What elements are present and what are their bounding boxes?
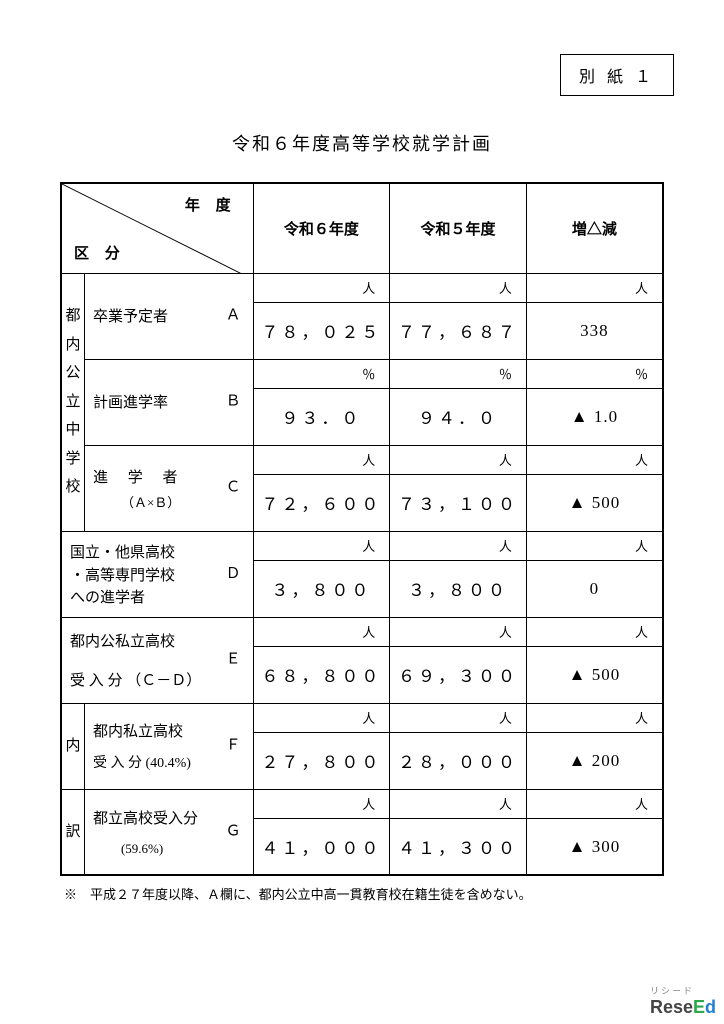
unit: 人 — [526, 445, 663, 475]
unit: ％ — [253, 359, 390, 389]
row-code: Ｃ — [226, 475, 241, 501]
val-r5: ７７，６８７ — [390, 303, 527, 359]
label-text: 進 学 者 — [93, 466, 186, 492]
unit: 人 — [390, 703, 527, 733]
unit: 人 — [526, 789, 663, 819]
vertical-category-2a: 内 — [61, 703, 84, 789]
logo-part1: Rese — [650, 997, 693, 1017]
val-r6: ９３．０ — [253, 389, 390, 445]
header-category-label: 区 分 — [74, 242, 126, 263]
val-diff: ▲ 300 — [526, 819, 663, 875]
plan-table: 年 度 区 分 令和６年度 令和５年度 増△減 都内公立中学校 卒業予定者 Ａ … — [60, 182, 664, 876]
unit: 人 — [253, 789, 390, 819]
unit: 人 — [390, 531, 527, 561]
label-text: 都立高校受入分 — [93, 807, 198, 833]
watermark-logo: リシード ReseEd — [650, 986, 716, 1018]
attachment-label: 別 紙 １ — [560, 54, 674, 96]
col-header-r5: 令和５年度 — [390, 183, 527, 273]
unit: 人 — [253, 445, 390, 475]
label-text: 計画進学率 — [93, 391, 168, 417]
val-diff: ▲ 500 — [526, 647, 663, 703]
val-r5: ３，８００ — [390, 561, 527, 617]
vertical-category-1: 都内公立中学校 — [61, 273, 84, 531]
logo-sub: リシード — [650, 984, 716, 997]
row-code: Ｅ — [226, 647, 241, 673]
col-header-diff: 増△減 — [526, 183, 663, 273]
unit: 人 — [526, 273, 663, 303]
row-code: Ｄ — [226, 563, 241, 586]
unit: 人 — [526, 617, 663, 647]
row-code: Ｂ — [226, 389, 241, 415]
val-r6: ７２，６００ — [253, 475, 390, 531]
unit: 人 — [253, 273, 390, 303]
val-diff: ▲ 1.0 — [526, 389, 663, 445]
unit: 人 — [526, 703, 663, 733]
val-r5: ４１，３００ — [390, 819, 527, 875]
label-text: 都内私立高校 — [93, 720, 183, 746]
unit: 人 — [253, 703, 390, 733]
val-diff: ▲ 200 — [526, 733, 663, 789]
unit: 人 — [390, 617, 527, 647]
unit: 人 — [390, 273, 527, 303]
unit: ％ — [390, 359, 527, 389]
unit: 人 — [526, 531, 663, 561]
col-header-r6: 令和６年度 — [253, 183, 390, 273]
val-r6: ３，８００ — [253, 561, 390, 617]
unit: 人 — [253, 617, 390, 647]
val-diff: 0 — [526, 561, 663, 617]
document-page: 別 紙 １ 令和６年度高等学校就学計画 年 度 区 分 令和６年度 令和５年度 … — [0, 0, 724, 923]
val-r6: ４１，０００ — [253, 819, 390, 875]
label-text: 卒業予定者 — [93, 305, 168, 331]
val-r5: ６９，３００ — [390, 647, 527, 703]
val-r5: ７３，１００ — [390, 475, 527, 531]
row-label-c: 進 学 者 Ｃ （Ａ×Ｂ） — [84, 445, 253, 531]
row-code: Ｆ — [226, 733, 241, 759]
unit: 人 — [390, 445, 527, 475]
header-diagonal: 年 度 区 分 — [61, 183, 253, 273]
val-r6: ６８，８００ — [253, 647, 390, 703]
label-sub: 受 入 分 （Ｃ－Ｄ） — [70, 669, 245, 695]
label-text: 都内公私立高校 — [70, 630, 175, 656]
header-year-label: 年 度 — [185, 194, 237, 215]
val-r5: ２８，０００ — [390, 733, 527, 789]
unit: 人 — [253, 531, 390, 561]
unit: ％ — [526, 359, 663, 389]
val-r6: ２７，８００ — [253, 733, 390, 789]
row-label-b: 計画進学率 Ｂ — [84, 359, 253, 445]
row-label-g: 都立高校受入分 Ｇ (59.6%) — [84, 789, 253, 875]
row-label-d: 国立・他県高校・高等専門学校への進学者 Ｄ — [61, 531, 253, 617]
label-text: 国立・他県高校・高等専門学校への進学者 — [70, 542, 175, 610]
row-label-f: 都内私立高校 Ｆ 受 入 分 (40.4%) — [84, 703, 253, 789]
val-r6: ７８，０２５ — [253, 303, 390, 359]
page-title: 令和６年度高等学校就学計画 — [60, 130, 664, 156]
footnote: ※ 平成２７年度以降、Ａ欄に、都内公立中高一貫教育校在籍生徒を含めない。 — [60, 884, 664, 903]
val-diff: 338 — [526, 303, 663, 359]
val-diff: ▲ 500 — [526, 475, 663, 531]
row-label-e: 都内公私立高校 Ｅ 受 入 分 （Ｃ－Ｄ） — [61, 617, 253, 703]
logo-part2: E — [693, 997, 705, 1017]
logo-part3: d — [705, 997, 716, 1017]
val-r5: ９４．０ — [390, 389, 527, 445]
row-code: Ｇ — [226, 819, 241, 845]
unit: 人 — [390, 789, 527, 819]
vertical-category-2b: 訳 — [61, 789, 84, 875]
label-sub: 受 入 分 (40.4%) — [93, 752, 245, 776]
row-code: Ａ — [226, 303, 241, 329]
row-label-a: 卒業予定者 Ａ — [84, 273, 253, 359]
